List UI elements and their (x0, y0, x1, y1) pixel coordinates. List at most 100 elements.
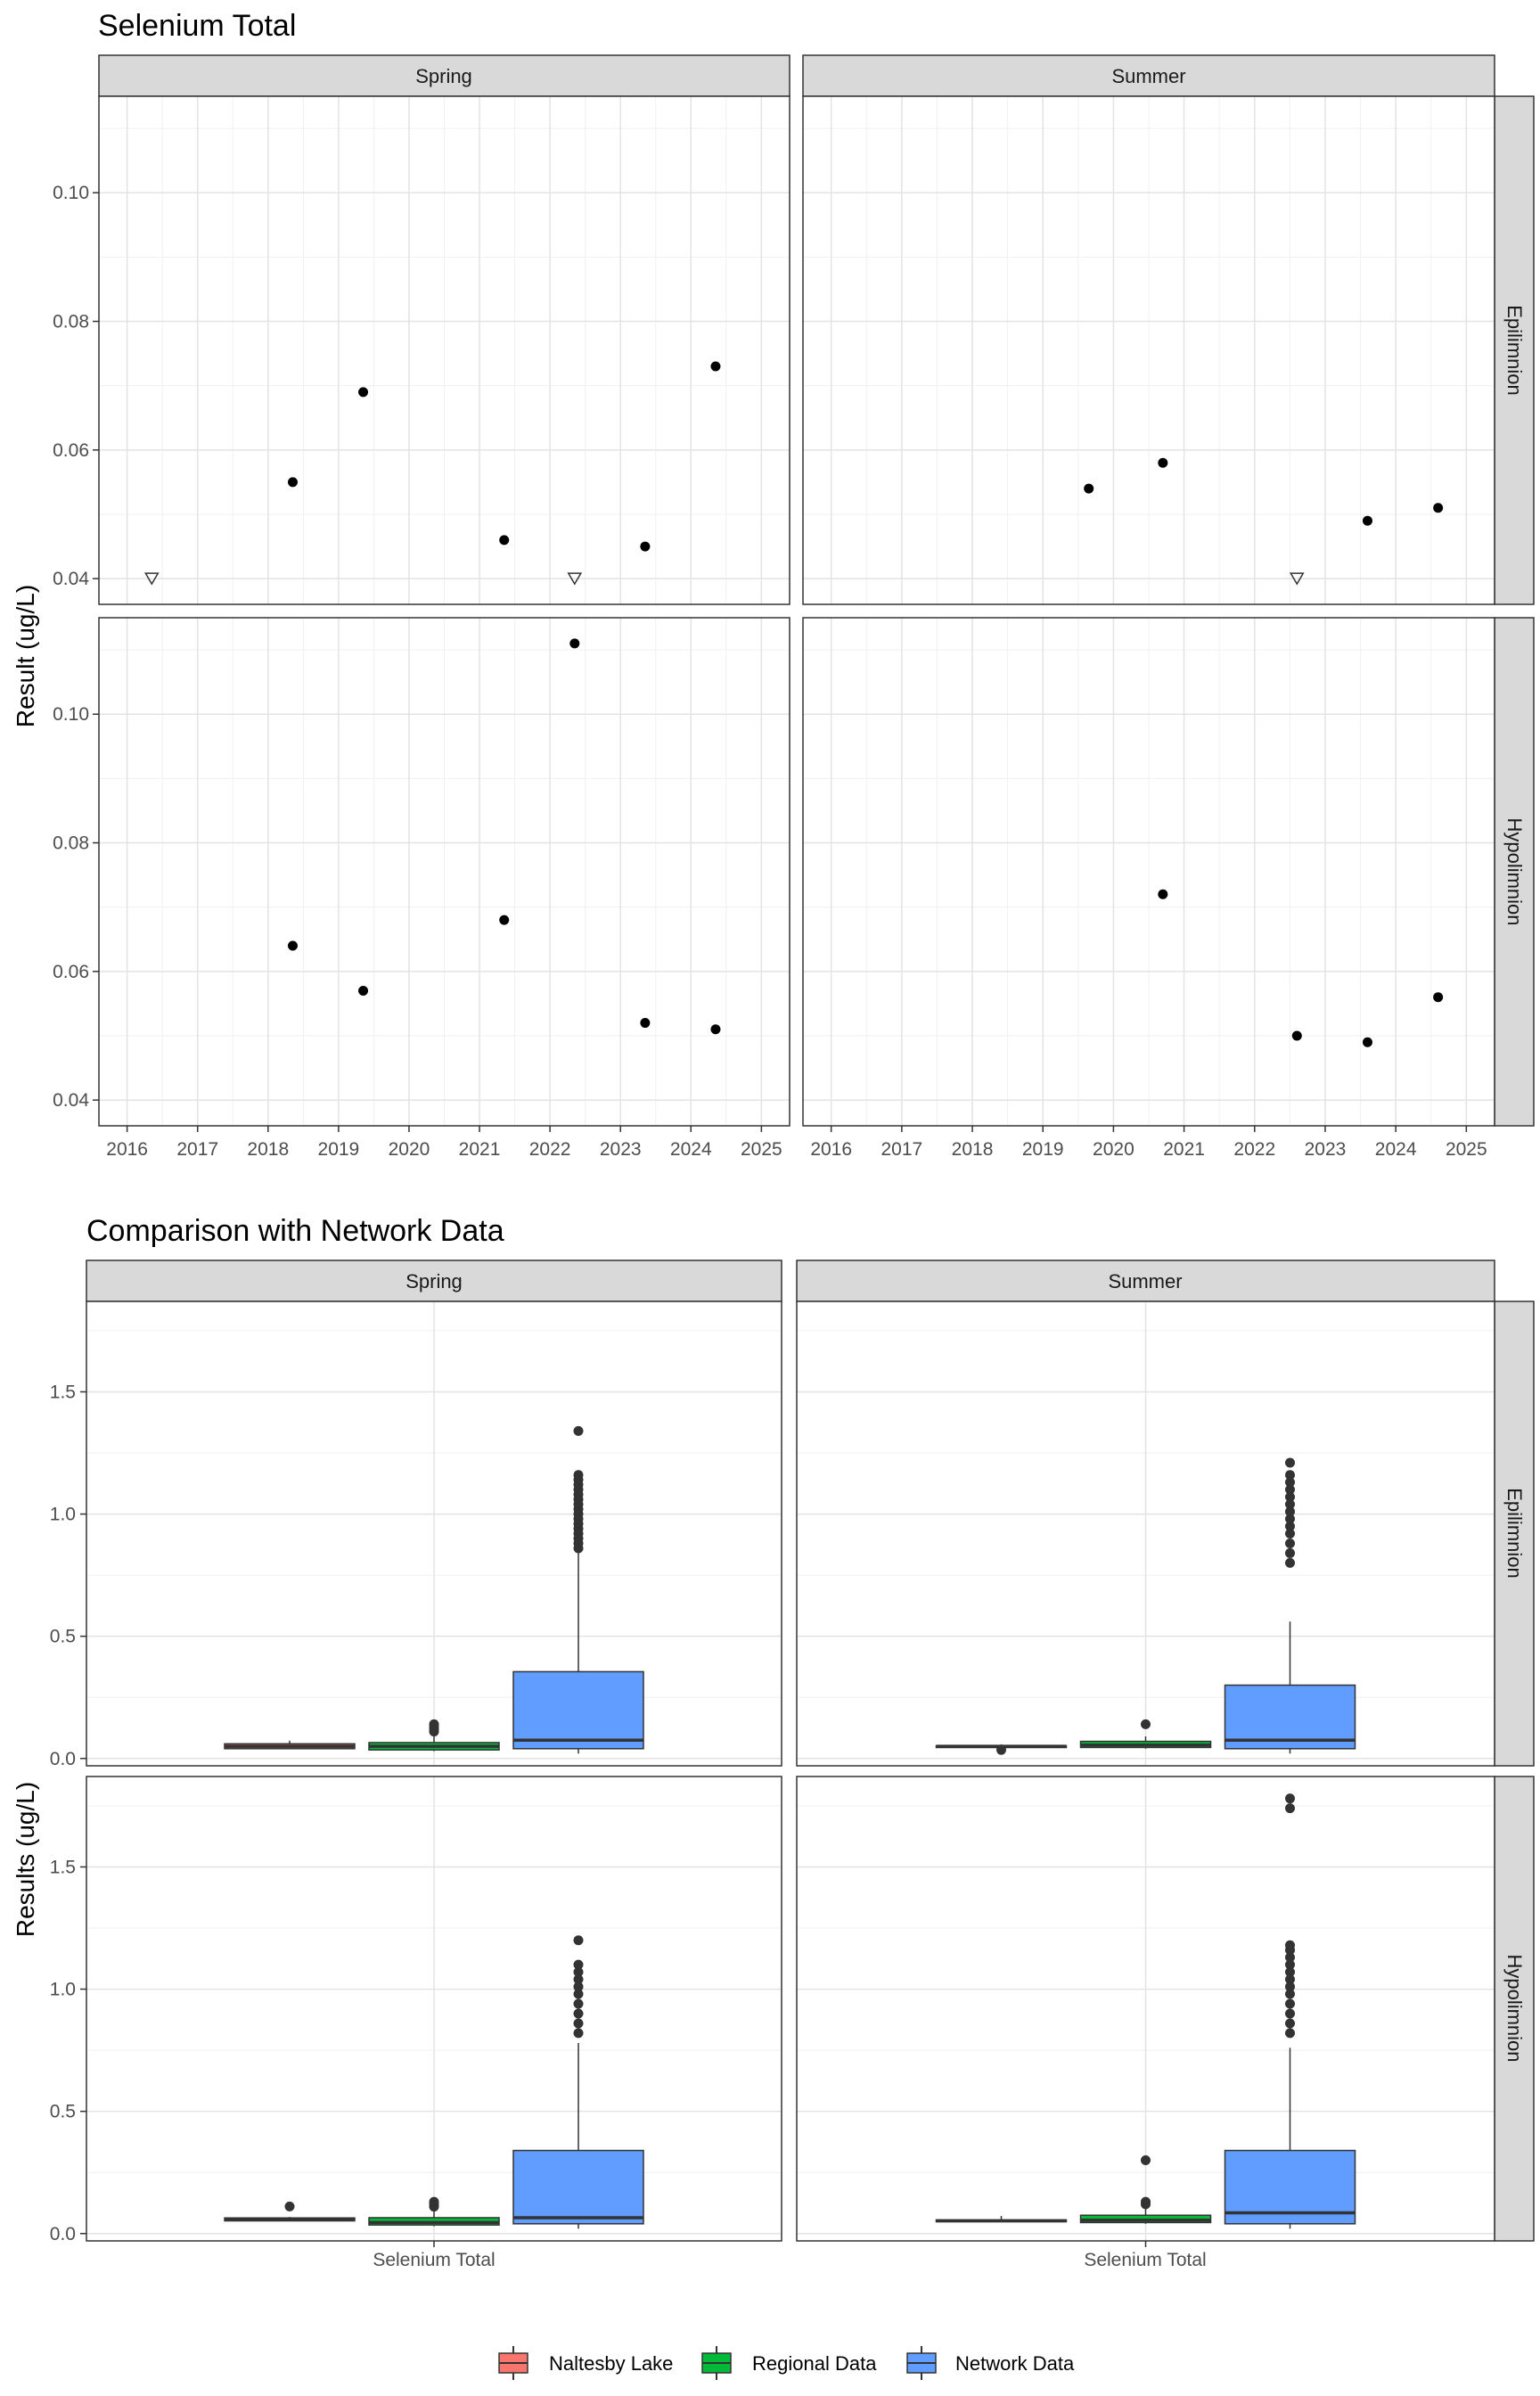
outlier-point (1285, 1521, 1295, 1531)
outlier-point (1285, 1974, 1295, 1985)
chart1-title: Selenium Total (98, 9, 296, 43)
data-point (1158, 889, 1168, 899)
panel-summer-epilimnion (802, 95, 1495, 605)
x-tick-label-summer-7: 2023 (1305, 1139, 1347, 1160)
x-tick-label-spring-6: 2022 (529, 1139, 571, 1160)
y-tick-label-r2-0: 0.04 (53, 1090, 89, 1111)
x-tick-label-spring-8: 2024 (670, 1139, 712, 1160)
strip-spring (98, 54, 790, 97)
x-tick-label-spring-4: 2020 (389, 1139, 430, 1160)
x-tick-label-spring-2: 2018 (247, 1139, 289, 1160)
data-point (640, 541, 651, 552)
panel-border (796, 1301, 1495, 1767)
panel-border (802, 617, 1495, 1127)
chart-selenium-total: Selenium Total Result (ug/L) Spring Summ… (12, 9, 1535, 1160)
box-panel-spring-hypolimnion (86, 1776, 782, 2242)
chart-comparison: Comparison with Network Data Results (ug… (12, 1214, 1535, 2380)
outlier-point (1285, 2018, 1295, 2029)
outlier-point (1285, 1952, 1295, 1963)
box-y-tick-label-r1-3: 1.5 (50, 1382, 76, 1402)
x-tick-label-spring-1: 2017 (176, 1139, 218, 1160)
below-detection-point (1289, 572, 1305, 586)
legend-key-naltesby-lake (498, 2346, 528, 2380)
panel-spring-hypolimnion (98, 617, 790, 1127)
data-point (499, 915, 510, 925)
chart2-ylabel: Results (ug/L) (12, 1782, 39, 1937)
outlier-point (1285, 2028, 1295, 2039)
outlier-point (1285, 1506, 1295, 1517)
outlier-point (573, 1959, 584, 1970)
outlier-point (1285, 1966, 1295, 1977)
y-tick-label-r2-1: 0.06 (53, 962, 89, 982)
box-y-tick-label-r2-0: 0.0 (50, 2224, 76, 2244)
box-y-tick-label-r1-1: 0.5 (50, 1627, 76, 1647)
chart1-ylabel: Result (ug/L) (12, 585, 39, 727)
outlier-point (996, 1744, 1006, 1755)
x-tick-label-summer-2: 2018 (952, 1139, 994, 1160)
x-tick-label-summer-6: 2022 (1233, 1139, 1275, 1160)
outlier-point (1285, 1803, 1295, 1814)
outlier-point (573, 2018, 584, 2029)
outlier-point (573, 2028, 584, 2039)
box-iqr (512, 1670, 644, 1750)
strip-epilimnion-label: Epilimnion (1503, 305, 1526, 396)
outlier-point (573, 1425, 584, 1436)
legend: Naltesby Lake Regional Data Network Data (498, 2346, 1075, 2380)
outlier-point (1141, 1719, 1151, 1729)
legend-key-regional-data (701, 2346, 732, 2380)
outlier-point (1285, 1793, 1295, 1804)
box-network-data (512, 1425, 644, 1754)
legend-label-regional-data: Regional Data (752, 2352, 877, 2375)
below-detection-point (144, 572, 160, 586)
strip-epilimnion-2 (1494, 1301, 1535, 1767)
box-naltesby-lake (935, 1744, 1068, 1755)
x-tick-label-spring-0: 2016 (106, 1139, 148, 1160)
outlier-point (1141, 2155, 1151, 2166)
data-point (1158, 457, 1168, 468)
y-tick-label-r1-2: 0.08 (53, 312, 89, 332)
strip-summer-label: Summer (1111, 65, 1185, 87)
data-point (710, 1024, 721, 1035)
box-regional-data (1079, 1719, 1212, 1749)
x-category-label-spring: Selenium Total (373, 2250, 495, 2270)
data-point (710, 361, 721, 372)
outlier-point (573, 1989, 584, 1999)
strip-hypolimnion-label: Hypolimnion (1503, 817, 1526, 925)
box-network-data (512, 1935, 644, 2229)
x-tick-label-summer-0: 2016 (810, 1139, 852, 1160)
box-network-data (1224, 1793, 1356, 2229)
outlier-point (573, 1974, 584, 1985)
box-regional-data (368, 1719, 500, 1752)
data-point (1433, 992, 1444, 1003)
strip-hypolimnion-2 (1494, 1776, 1535, 2242)
box-naltesby-lake (224, 2201, 356, 2222)
box-naltesby-lake (224, 1740, 356, 1750)
x-category-label-summer: Selenium Total (1084, 2250, 1206, 2270)
data-point (358, 985, 369, 996)
panel-border (86, 1301, 782, 1767)
strip-spring-2-label: Spring (405, 1270, 463, 1292)
y-tick-label-r2-3: 0.10 (53, 704, 89, 725)
outlier-point (573, 1935, 584, 1946)
box-panel-summer-epilimnion (796, 1301, 1495, 1767)
y-tick-label-r1-1: 0.06 (53, 440, 89, 461)
outlier-point (429, 1719, 439, 1729)
box-naltesby-lake (935, 2216, 1068, 2223)
strip-summer (802, 54, 1495, 97)
outlier-point (1285, 1457, 1295, 1468)
strip-hypolimnion (1494, 617, 1535, 1127)
x-tick-label-summer-8: 2024 (1375, 1139, 1417, 1160)
strip-spring-label: Spring (415, 65, 472, 87)
strip-hypolimnion-2-label: Hypolimnion (1503, 1954, 1526, 2062)
outlier-point (1285, 1470, 1295, 1481)
strip-spring-2 (86, 1260, 782, 1302)
box-panel-summer-hypolimnion (796, 1776, 1495, 2242)
x-tick-label-spring-5: 2021 (459, 1139, 501, 1160)
strip-summer-2-label: Summer (1108, 1270, 1182, 1292)
outlier-point (1285, 1989, 1295, 1999)
legend-label-naltesby-lake: Naltesby Lake (549, 2352, 673, 2375)
panel-spring-epilimnion (98, 95, 790, 605)
below-detection-point (567, 572, 583, 586)
outlier-point (1285, 1998, 1295, 2009)
